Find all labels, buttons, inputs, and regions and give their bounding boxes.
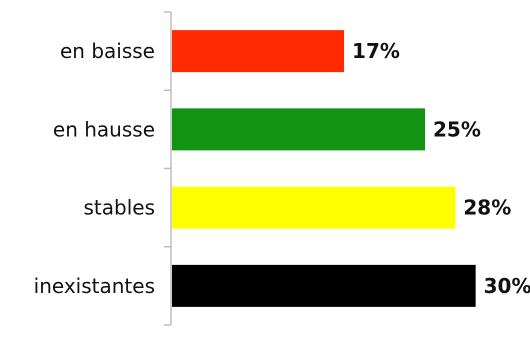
bar-stables <box>172 186 456 229</box>
bar-en-hausse <box>172 108 426 151</box>
data-label: 25% <box>433 117 481 141</box>
category-label: en hausse <box>53 117 155 141</box>
data-label: 17% <box>352 39 400 63</box>
bars-layer <box>172 30 476 307</box>
bar-en-baisse <box>172 30 345 73</box>
data-label: 30% <box>484 274 530 298</box>
category-label: inexistantes <box>34 274 155 298</box>
bar-inexistantes <box>172 264 476 307</box>
category-label: en baisse <box>60 39 155 63</box>
data-label: 28% <box>463 196 511 220</box>
labels-layer: en baisse 17% en hausse 25% stables 28% inexis… <box>34 39 530 298</box>
axis-layer <box>164 11 172 326</box>
category-label: stables <box>84 196 156 220</box>
